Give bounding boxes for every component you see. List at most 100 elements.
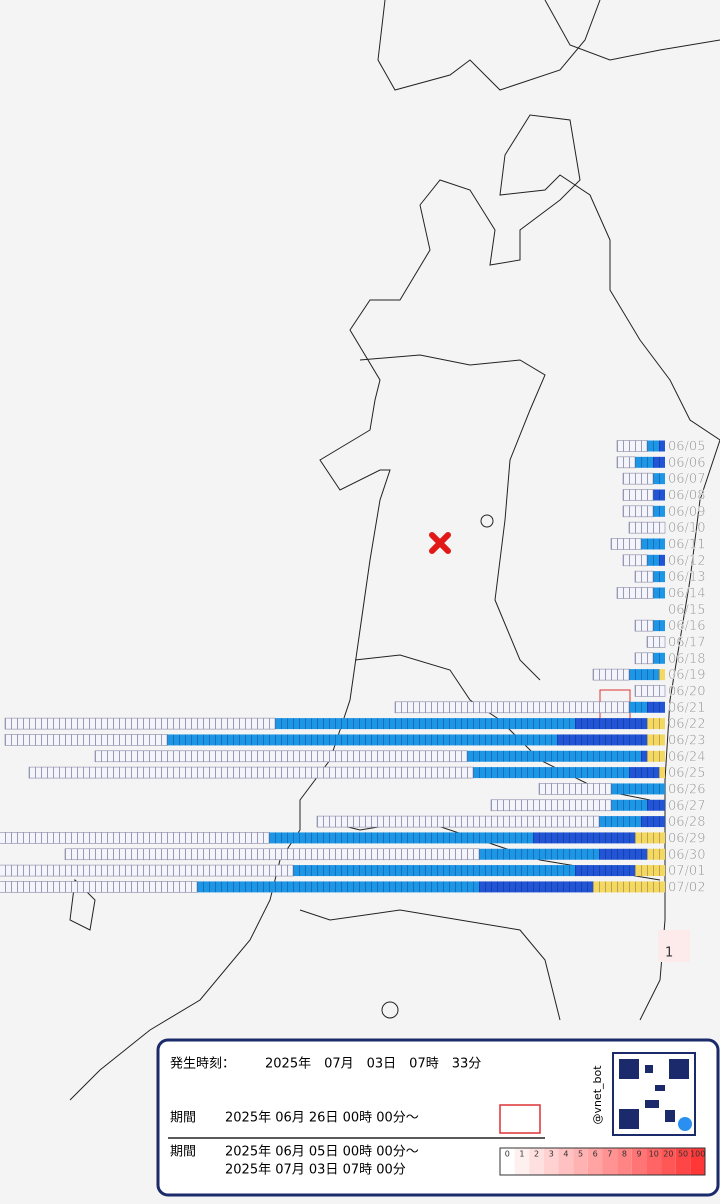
date-label: 06/29 (668, 831, 705, 846)
bar-segment (0, 864, 294, 877)
bar-segment (269, 832, 533, 844)
bar-segment (394, 701, 630, 714)
date-label: 06/14 (668, 586, 705, 601)
scale-label: 9 (637, 1150, 642, 1159)
bar-segment (653, 473, 665, 485)
date-label: 06/08 (668, 488, 705, 503)
date-label: 06/10 (668, 521, 705, 536)
bar-segment (622, 472, 654, 485)
bar-segment (622, 489, 654, 501)
period2-end: 2025年 07月 03日 07時 00分 (225, 1163, 406, 1178)
bar-segment (616, 440, 648, 452)
scale-cell (529, 1148, 544, 1175)
time-label: 発生時刻： (170, 1057, 235, 1072)
bar-segment (647, 848, 665, 860)
scale-label: 20 (663, 1150, 673, 1159)
date-label: 06/19 (668, 668, 705, 683)
bar-segment (634, 619, 654, 632)
date-label: 06/24 (668, 750, 705, 765)
bar-segment (647, 799, 665, 811)
bar-segment (197, 881, 479, 893)
bar-segment (635, 865, 665, 877)
bar-segment (599, 848, 647, 860)
scale-label: 2 (534, 1150, 539, 1159)
bar-segment (647, 554, 659, 566)
bar-segment (659, 554, 665, 566)
bar-segment (467, 750, 641, 762)
bar-segment (293, 865, 575, 877)
scale-cell (558, 1148, 574, 1175)
scale-label: 8 (622, 1150, 627, 1159)
scale-cell (617, 1148, 632, 1175)
bar-segment (4, 734, 168, 746)
bar-segment (611, 783, 665, 795)
date-label: 06/18 (668, 652, 705, 667)
bar-segment (629, 669, 659, 681)
bar-segment (646, 636, 666, 648)
bar-segment (94, 750, 468, 763)
date-label: 06/17 (668, 635, 705, 650)
scale-cell (631, 1148, 647, 1175)
bar-segment (557, 734, 647, 746)
bar-segment (64, 848, 480, 861)
date-label: 06/13 (668, 570, 705, 585)
scale-cell (690, 1148, 705, 1175)
bar-segment (616, 456, 636, 469)
date-label: 07/02 (668, 880, 705, 895)
date-label: 06/26 (668, 782, 705, 797)
bar-segment (628, 521, 666, 534)
date-label: 06/22 (668, 717, 705, 732)
bar-segment (4, 717, 276, 730)
bar-segment (616, 587, 654, 599)
scale-label: 1 (519, 1150, 524, 1159)
bar-segment (490, 799, 612, 812)
bar-segment (647, 734, 665, 746)
bar-segment (479, 881, 593, 893)
scale-label: 0 (505, 1150, 510, 1159)
bar-segment (641, 750, 647, 762)
bar-segment (653, 456, 665, 468)
count-marker: 1 (665, 946, 673, 961)
date-label: 06/20 (668, 684, 705, 699)
bar-segment (629, 767, 659, 779)
bar-segment (653, 505, 665, 517)
bar-segment (653, 620, 665, 632)
bar-segment (538, 783, 612, 795)
bar-segment (622, 505, 654, 518)
period1-label: 期間 (170, 1111, 196, 1126)
bar-segment (275, 718, 575, 730)
bar-segment (647, 701, 665, 713)
scale-cell (543, 1148, 559, 1175)
bar-segment (647, 718, 665, 730)
bar-segment (0, 881, 198, 893)
scale-label: 100 (690, 1150, 705, 1159)
date-label: 06/16 (668, 619, 705, 634)
date-label: 06/25 (668, 766, 705, 781)
bar-segment (479, 848, 599, 860)
scale-label: 6 (593, 1150, 598, 1159)
bar-segment (634, 570, 654, 583)
bar-segment (533, 832, 635, 844)
period1-value: 2025年 06月 26日 00時 00分～ (225, 1111, 419, 1126)
handle: @vnet_bot (591, 1065, 604, 1125)
scale-label: 5 (578, 1150, 583, 1159)
period2-label: 期間 (170, 1145, 196, 1160)
bar-segment (634, 652, 654, 665)
scale-label: 4 (563, 1150, 568, 1159)
scale-label: 50 (678, 1150, 688, 1159)
scale-label: 7 (607, 1150, 612, 1159)
bar-segment (635, 456, 653, 468)
bar-segment (0, 832, 270, 844)
bar-segment (592, 668, 630, 681)
bar-segment (634, 685, 666, 697)
bar-segment (647, 440, 659, 452)
bar-segment (653, 489, 665, 501)
time-value: 2025年 07月 03日 07時 33分 (265, 1057, 481, 1072)
info-panel: 発生時刻： 2025年 07月 03日 07時 33分 期間 2025年 06月… (156, 1038, 720, 1197)
date-label: 06/05 (668, 440, 705, 455)
date-label: 06/15 (668, 603, 705, 618)
scale-cell (661, 1148, 676, 1175)
color-scale: 0 1 2 3 4 5 6 7 8 9 10 20 50 100 (499, 1147, 706, 1176)
